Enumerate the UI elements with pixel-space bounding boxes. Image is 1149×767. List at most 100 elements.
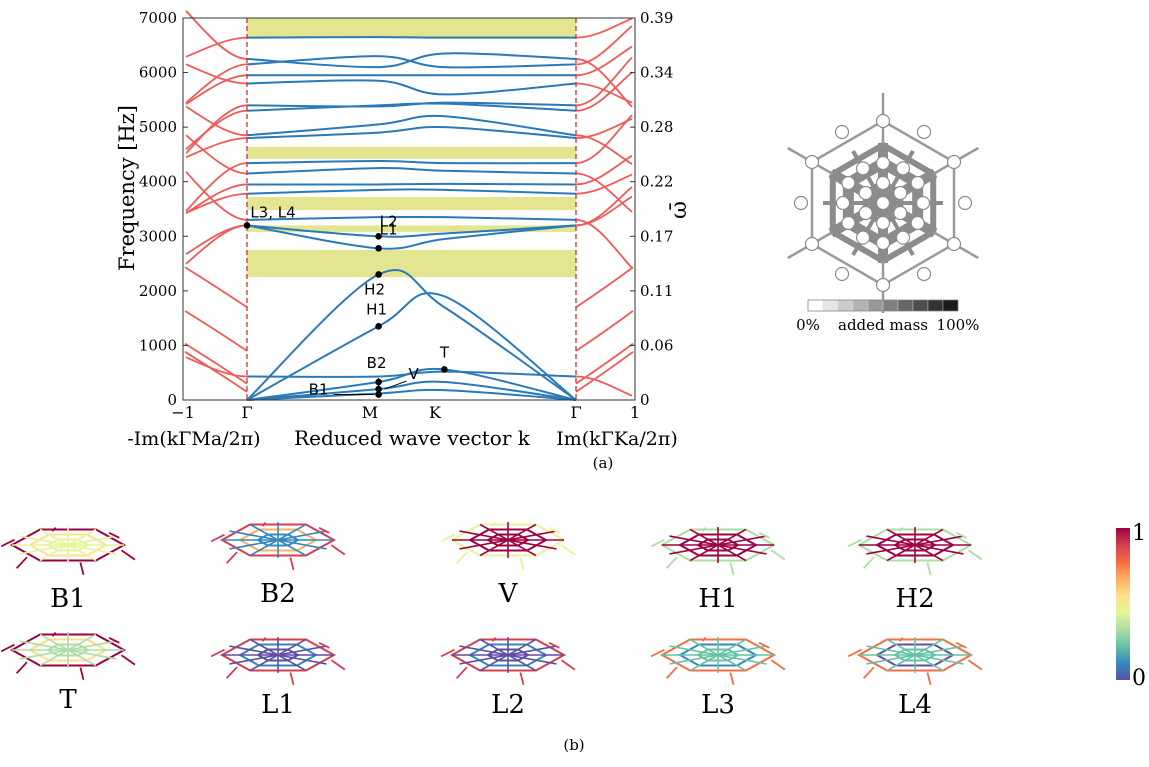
mode-shape-arm xyxy=(862,556,875,569)
unit-cell-schematic xyxy=(787,93,979,313)
mode-shape-arm xyxy=(955,642,967,649)
mode-point-label: B2 xyxy=(367,354,387,372)
mode-shape-spoke xyxy=(277,654,307,672)
band-gap-0 xyxy=(247,249,576,278)
imaginary-branch-right-0 xyxy=(575,375,633,397)
mode-shape-spoke xyxy=(249,654,279,672)
mode-shape-arm xyxy=(650,648,665,658)
mode-point-label: B1 xyxy=(309,381,329,399)
dispersion-branch-8 xyxy=(246,215,577,221)
mode-shape-spoke xyxy=(886,638,916,656)
mode-point-l3l4 xyxy=(243,222,251,229)
mode-shape-spoke xyxy=(277,638,307,656)
x-tick-one: 1 xyxy=(630,403,640,422)
imaginary-branch-right-10 xyxy=(575,71,633,112)
mode-shape-label: L4 xyxy=(898,690,932,720)
mode-shape-spoke xyxy=(67,649,117,660)
mode-shape-spoke xyxy=(914,544,944,562)
imaginary-branch-right-9 xyxy=(575,134,633,165)
mode-shape-arm xyxy=(665,666,678,679)
mass-colorbar-step xyxy=(897,299,914,312)
y2-tick-label: 0.11 xyxy=(640,282,673,300)
mode-shape-arm xyxy=(51,631,57,637)
mode-shape-label: H2 xyxy=(895,584,934,614)
mode-shape-label: B1 xyxy=(50,584,86,614)
imaginary-branch-right-5 xyxy=(575,154,633,186)
dispersion-branch-13 xyxy=(246,126,577,140)
mode-shape-label: L1 xyxy=(261,690,295,720)
mode-shape-spoke xyxy=(19,649,69,660)
mode-shape-arm xyxy=(548,527,560,534)
displacement-colorbar xyxy=(1116,528,1130,680)
mass-colorbar-step xyxy=(867,299,884,312)
band-gaps xyxy=(247,18,576,278)
mode-shape-spoke xyxy=(507,645,557,656)
imaginary-branch-right-8 xyxy=(575,118,633,139)
mass-colorbar-step xyxy=(837,299,854,312)
mode-shape-spoke xyxy=(39,544,69,562)
dispersion-branch-20 xyxy=(246,52,577,69)
mode-shape-arm xyxy=(225,551,238,564)
mode-shape-l2: L2 xyxy=(440,636,576,720)
mode-shape-arm xyxy=(0,538,15,548)
mode-shape-spoke xyxy=(67,544,117,555)
unit-cell-node xyxy=(858,185,873,201)
mode-shape-spoke xyxy=(507,523,537,541)
mode-shape-arm xyxy=(729,562,735,576)
mode-shape-spoke xyxy=(507,654,557,665)
mode-shape-spoke xyxy=(67,528,97,546)
dispersion-branch-3 xyxy=(246,370,577,378)
right-y-ticks: 0 0.06 0.11 0.17 0.22 0.28 0.34 0.39 xyxy=(630,9,673,409)
dispersion-branches xyxy=(246,36,577,401)
imaginary-branch-right-14 xyxy=(575,25,633,66)
mode-shape-spoke xyxy=(717,544,767,555)
mode-shape-arm xyxy=(967,549,983,561)
x-tick-gamma-left: Γ xyxy=(241,403,252,422)
mode-shape-arm xyxy=(650,538,665,548)
mode-shape-arm xyxy=(108,637,120,644)
imaginary-branch-left-low-1 xyxy=(184,342,248,385)
unit-cell-node xyxy=(910,215,925,231)
mode-point-label: H2 xyxy=(364,280,385,298)
unit-cell-node xyxy=(895,161,911,176)
mode-shape-arm xyxy=(770,549,786,561)
mode-shape-spoke xyxy=(507,539,557,550)
mode-point-v xyxy=(375,385,382,393)
mode-shape-spoke xyxy=(249,539,279,557)
mode-shape-spoke xyxy=(717,654,767,665)
mode-shape-spoke xyxy=(689,544,719,562)
imaginary-branch-left-low-2 xyxy=(184,310,248,352)
dispersion-branch-16 xyxy=(246,101,577,108)
mode-shape-arm xyxy=(108,532,120,539)
dispersion-branch-11 xyxy=(246,167,577,175)
mode-shape-spoke xyxy=(717,535,767,546)
unit-cell-node xyxy=(858,205,873,221)
unit-cell-node xyxy=(804,154,820,170)
mode-shape-spoke xyxy=(229,654,279,665)
unit-cell-center-node xyxy=(875,195,891,211)
mode-shape-spoke xyxy=(914,645,964,656)
mode-shape-spoke xyxy=(479,523,509,541)
mode-shape-spoke xyxy=(689,528,719,546)
mass-colorbar-step xyxy=(927,299,944,312)
mode-shape-arm xyxy=(0,643,15,653)
mode-shape-arm xyxy=(701,636,707,642)
imaginary-branch-left-8 xyxy=(185,137,248,159)
unit-cell-node xyxy=(893,185,908,201)
unit-cell-node xyxy=(875,113,891,129)
mode-shape-label: V xyxy=(498,579,519,609)
mode-shape-arm xyxy=(120,654,136,666)
mode-shape-spoke xyxy=(886,654,916,672)
mass-colorbar-step xyxy=(822,299,839,312)
mode-shape-arm xyxy=(770,659,786,671)
unit-cell-spoke xyxy=(828,198,886,238)
y-tick-label: 3000 xyxy=(139,227,177,245)
mode-shape-spoke xyxy=(669,535,719,546)
mode-shape-spoke xyxy=(507,530,557,541)
mode-shape-h2: H2 xyxy=(847,526,983,614)
mode-shape-t: T xyxy=(0,631,136,715)
mode-shape-arm xyxy=(210,533,225,543)
mode-shape-arm xyxy=(926,562,932,576)
y-axis-label: Frequency [Hz] xyxy=(115,105,139,271)
